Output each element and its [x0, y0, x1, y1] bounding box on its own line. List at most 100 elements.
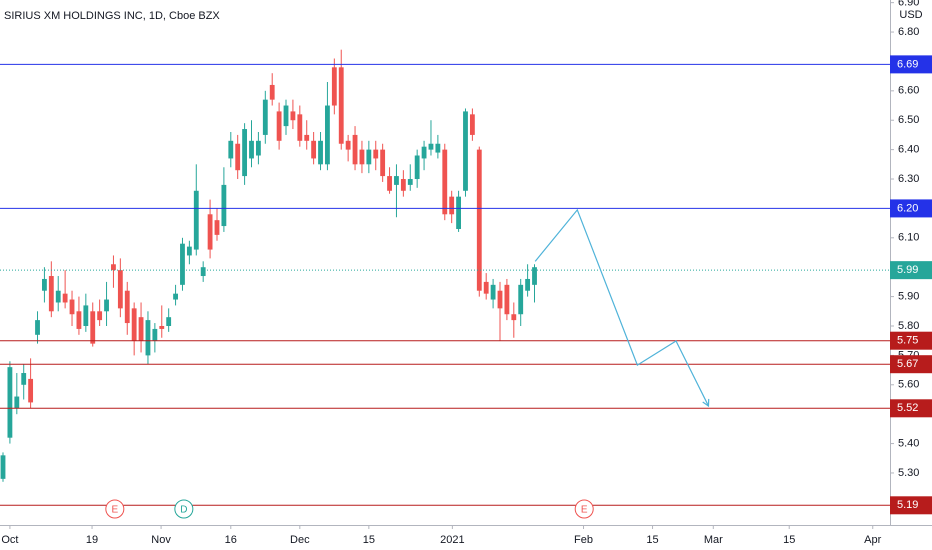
level-label: 5.75 — [897, 335, 918, 347]
level-label: 5.19 — [897, 499, 918, 511]
candle-body — [48, 276, 54, 312]
candle-body — [166, 317, 172, 326]
candle-body — [249, 140, 254, 159]
x-tick-label: 16 — [225, 534, 237, 546]
candle-body — [352, 134, 358, 165]
candle-body — [228, 140, 234, 159]
y-tick-label: 5.90 — [898, 291, 919, 303]
chart-title: SIRIUS XM HOLDINGS INC, 1D, Cboe BZX — [4, 10, 220, 22]
x-tick-label: Oct — [1, 534, 18, 546]
candle-body — [490, 284, 496, 300]
candle-body — [104, 299, 109, 312]
candle-body — [421, 146, 427, 159]
level-label: 6.20 — [897, 202, 918, 214]
candle-body — [463, 111, 468, 191]
candle-body — [504, 284, 510, 315]
x-tick-label: Nov — [151, 534, 171, 546]
level-box — [890, 199, 932, 218]
candle-body — [117, 270, 123, 309]
candle-body — [380, 149, 386, 177]
y-tick-label: 5.30 — [898, 467, 919, 479]
candle-body — [62, 293, 68, 303]
last-price-label: 5.99 — [897, 264, 918, 276]
candle-body — [449, 196, 455, 215]
candle-body — [111, 264, 116, 271]
candle-body — [221, 184, 227, 227]
candle-body — [366, 149, 372, 165]
candle-body — [525, 278, 531, 291]
candle-body — [0, 455, 6, 479]
level-box — [890, 355, 932, 374]
level-label: 6.69 — [897, 58, 918, 70]
candle-body — [373, 149, 379, 159]
candle-body — [325, 105, 330, 165]
candle-body — [97, 311, 103, 321]
x-tick-label: 2021 — [440, 534, 464, 546]
candle-body — [345, 140, 351, 150]
candle-body — [400, 179, 406, 191]
event-label: E — [581, 505, 588, 516]
candle-body — [14, 396, 20, 409]
level-box — [890, 55, 932, 74]
x-tick-label: Dec — [290, 534, 310, 546]
candle-body — [69, 299, 75, 315]
candle-body — [338, 67, 344, 144]
y-tick-label: 6.40 — [898, 144, 919, 156]
x-tick-label: 15 — [783, 534, 795, 546]
candle-body — [214, 220, 220, 235]
event-label: E — [111, 505, 118, 516]
candle-body — [28, 378, 34, 403]
candle-body — [242, 129, 248, 177]
y-tick-label: 5.80 — [898, 320, 919, 332]
candle-body — [359, 149, 365, 165]
candle-body — [476, 149, 482, 291]
candle-body — [407, 179, 413, 185]
candle-body — [394, 176, 399, 185]
candle-body — [532, 267, 537, 285]
candle-body — [497, 290, 503, 309]
candle-body — [145, 320, 151, 356]
level-box — [890, 331, 932, 350]
candle-body — [435, 143, 441, 153]
x-tick-label: Apr — [864, 534, 881, 546]
event-marker — [574, 499, 594, 519]
candle-body — [207, 214, 213, 250]
event-marker — [174, 499, 194, 519]
y-tick-label: 6.90 — [898, 0, 919, 9]
candle-body — [124, 290, 130, 324]
candle-body — [180, 243, 185, 285]
projection-arrowhead — [702, 398, 710, 408]
y-tick-label: 5.40 — [898, 437, 919, 449]
candle-body — [76, 311, 82, 329]
level-label: 5.52 — [897, 402, 918, 414]
y-tick-label: 6.60 — [898, 85, 919, 97]
x-tick-label: Mar — [704, 534, 723, 546]
candle-body — [318, 140, 323, 165]
currency-label: USD — [899, 9, 922, 21]
candle-body — [269, 84, 275, 100]
candle-body — [428, 143, 434, 150]
candle-body — [304, 134, 310, 141]
candle-body — [511, 314, 517, 321]
candle-body — [42, 278, 47, 291]
candle-body — [456, 196, 461, 229]
candle-body — [387, 176, 392, 191]
candle-body — [55, 290, 61, 303]
candle-body — [131, 308, 137, 341]
event-marker — [105, 499, 125, 519]
candle-body — [414, 155, 420, 180]
candle-body — [83, 305, 89, 326]
candle-body — [173, 293, 178, 300]
candle-body — [7, 367, 13, 438]
x-tick-label: 15 — [363, 534, 375, 546]
y-tick-label: 6.30 — [898, 173, 919, 185]
last-price-box — [890, 261, 932, 280]
x-tick-label: 15 — [646, 534, 658, 546]
candle-body — [35, 320, 40, 335]
candle-body — [311, 140, 317, 159]
level-label: 5.67 — [897, 358, 918, 370]
candle-body — [193, 190, 199, 250]
x-tick-label: 19 — [86, 534, 98, 546]
